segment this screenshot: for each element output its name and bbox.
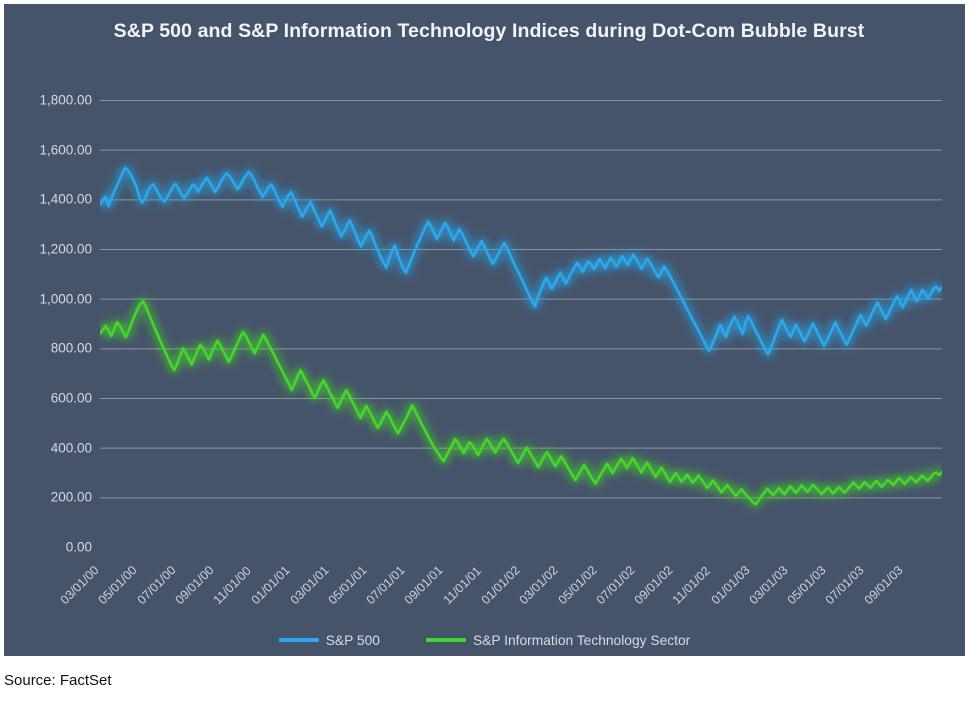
- x-axis-tick-label: 07/01/02: [593, 563, 638, 608]
- legend-label: S&P Information Technology Sector: [472, 632, 691, 648]
- y-axis-tick-label: 1,200.00: [39, 241, 92, 257]
- x-axis-tick-label: 03/01/03: [746, 563, 791, 608]
- y-axis-labels: 0.00 200.00 400.00 600.00 800.00 1,000.00 1,20…: [4, 93, 92, 555]
- y-axis-tick-label: 1,000.00: [39, 291, 92, 307]
- x-axis-tick-label: 01/01/02: [478, 563, 523, 608]
- x-axis-tick-label: 05/01/02: [555, 563, 600, 608]
- series-line: [100, 166, 942, 356]
- x-axis-tick-label: 05/01/01: [325, 563, 370, 608]
- x-axis-tick-label: 03/01/00: [57, 563, 102, 608]
- x-axis-tick-label: 09/01/02: [631, 563, 676, 608]
- x-axis-tick-label: 03/01/01: [287, 563, 332, 608]
- x-axis-tick-label: 07/01/00: [134, 563, 179, 608]
- y-axis-tick-label: 0.00: [65, 539, 92, 555]
- chart-title: S&P 500 and S&P Information Technology I…: [113, 20, 865, 42]
- y-axis-tick-label: 400.00: [50, 440, 92, 456]
- x-axis-tick-label: 01/01/03: [708, 563, 753, 608]
- x-axis-tick-label: 03/01/02: [516, 563, 561, 608]
- x-axis-tick-label: 11/01/01: [440, 563, 484, 608]
- gridlines: [100, 100, 942, 499]
- x-axis-tick-label: 09/01/01: [402, 563, 447, 608]
- x-axis-tick-label: 05/01/00: [95, 563, 140, 608]
- x-axis-labels: 03/01/00 05/01/00 07/01/00 09/01/00 11/01/00…: [58, 552, 960, 622]
- x-axis-tick-label: 11/01/02: [669, 563, 714, 608]
- legend-color-swatch: [278, 638, 319, 642]
- legend-item[interactable]: S&P Information Technology Sector: [425, 632, 691, 648]
- y-axis-tick-label: 800.00: [50, 340, 92, 356]
- legend-color-swatch: [425, 638, 466, 642]
- y-axis-tick-label: 1,800.00: [39, 92, 92, 108]
- plot-area: [100, 100, 942, 547]
- legend-label: S&P 500: [325, 632, 380, 648]
- legend-item[interactable]: S&P 500: [278, 632, 380, 648]
- chart-panel: S&P 500 and S&P Information Technology I…: [4, 4, 965, 656]
- x-axis-tick-label: 09/01/03: [861, 563, 906, 608]
- series-lines: [100, 166, 942, 506]
- x-axis-tick-label: 07/01/01: [363, 563, 408, 608]
- y-axis-tick-label: 1,400.00: [39, 191, 92, 207]
- y-axis-tick-label: 1,600.00: [39, 142, 92, 158]
- y-axis-tick-label: 600.00: [50, 390, 92, 406]
- y-axis-tick-label: 200.00: [50, 489, 92, 505]
- x-axis-tick-label: 11/01/00: [210, 563, 255, 608]
- x-axis-tick-label: 09/01/00: [172, 563, 217, 608]
- x-axis-tick-label: 05/01/03: [784, 563, 829, 608]
- x-axis-tick-label: 07/01/03: [823, 563, 868, 608]
- chart-legend: S&P 500 S&P Information Technology Sector: [4, 628, 965, 652]
- series-line: [100, 299, 942, 506]
- source-caption: Source: FactSet: [4, 672, 112, 689]
- x-axis-tick-label: 01/01/01: [248, 563, 293, 608]
